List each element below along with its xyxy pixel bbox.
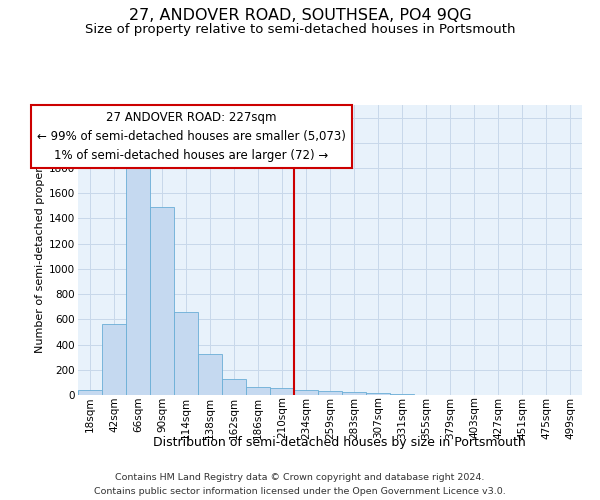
Text: Contains public sector information licensed under the Open Government Licence v3: Contains public sector information licen… [94, 486, 506, 496]
Bar [342, 392, 366, 395]
Bar [318, 391, 342, 395]
Bar [246, 387, 270, 395]
Bar [390, 394, 414, 395]
Bar [150, 207, 174, 395]
Bar [222, 378, 246, 395]
Text: 27 ANDOVER ROAD: 227sqm
← 99% of semi-detached houses are smaller (5,073)
1% of : 27 ANDOVER ROAD: 227sqm ← 99% of semi-de… [37, 111, 346, 162]
Text: 27, ANDOVER ROAD, SOUTHSEA, PO4 9QG: 27, ANDOVER ROAD, SOUTHSEA, PO4 9QG [128, 8, 472, 22]
Bar [294, 390, 318, 395]
Bar [270, 388, 294, 395]
Text: Contains HM Land Registry data © Crown copyright and database right 2024.: Contains HM Land Registry data © Crown c… [115, 473, 485, 482]
Text: Distribution of semi-detached houses by size in Portsmouth: Distribution of semi-detached houses by … [152, 436, 526, 449]
Bar [366, 393, 390, 395]
Bar [174, 312, 198, 395]
Y-axis label: Number of semi-detached properties: Number of semi-detached properties [35, 147, 45, 353]
Bar [198, 354, 222, 395]
Bar [78, 390, 102, 395]
Text: Size of property relative to semi-detached houses in Portsmouth: Size of property relative to semi-detach… [85, 22, 515, 36]
Bar [126, 168, 150, 395]
Bar [102, 324, 126, 395]
